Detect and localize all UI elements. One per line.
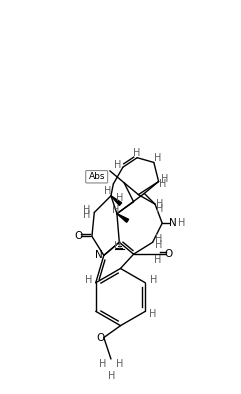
Text: H: H bbox=[155, 234, 162, 243]
Text: H: H bbox=[159, 179, 166, 189]
Text: N: N bbox=[95, 250, 102, 260]
Text: O: O bbox=[96, 333, 104, 342]
Text: H: H bbox=[150, 275, 157, 285]
Text: H: H bbox=[161, 174, 168, 184]
Text: O: O bbox=[164, 249, 172, 259]
Text: H: H bbox=[114, 241, 122, 251]
Text: H: H bbox=[99, 359, 106, 369]
Text: H: H bbox=[134, 148, 141, 158]
Text: H: H bbox=[114, 160, 122, 170]
Text: H: H bbox=[154, 153, 161, 163]
Text: H: H bbox=[156, 199, 163, 209]
Text: H: H bbox=[83, 210, 91, 220]
Text: H: H bbox=[85, 275, 92, 285]
Text: H: H bbox=[178, 218, 185, 228]
Text: H: H bbox=[154, 255, 161, 265]
Text: H: H bbox=[104, 186, 111, 196]
Polygon shape bbox=[111, 196, 122, 206]
Text: H: H bbox=[83, 205, 91, 215]
Text: O: O bbox=[75, 231, 83, 241]
Text: H: H bbox=[155, 240, 162, 250]
Text: H: H bbox=[108, 371, 116, 381]
FancyBboxPatch shape bbox=[86, 171, 108, 183]
Text: H: H bbox=[149, 309, 156, 319]
Text: N: N bbox=[169, 218, 177, 228]
Text: H: H bbox=[116, 359, 123, 369]
Text: H: H bbox=[116, 193, 123, 203]
Text: H: H bbox=[156, 204, 163, 214]
Polygon shape bbox=[117, 214, 129, 222]
Text: H: H bbox=[112, 205, 120, 215]
Text: Abs: Abs bbox=[88, 172, 105, 181]
